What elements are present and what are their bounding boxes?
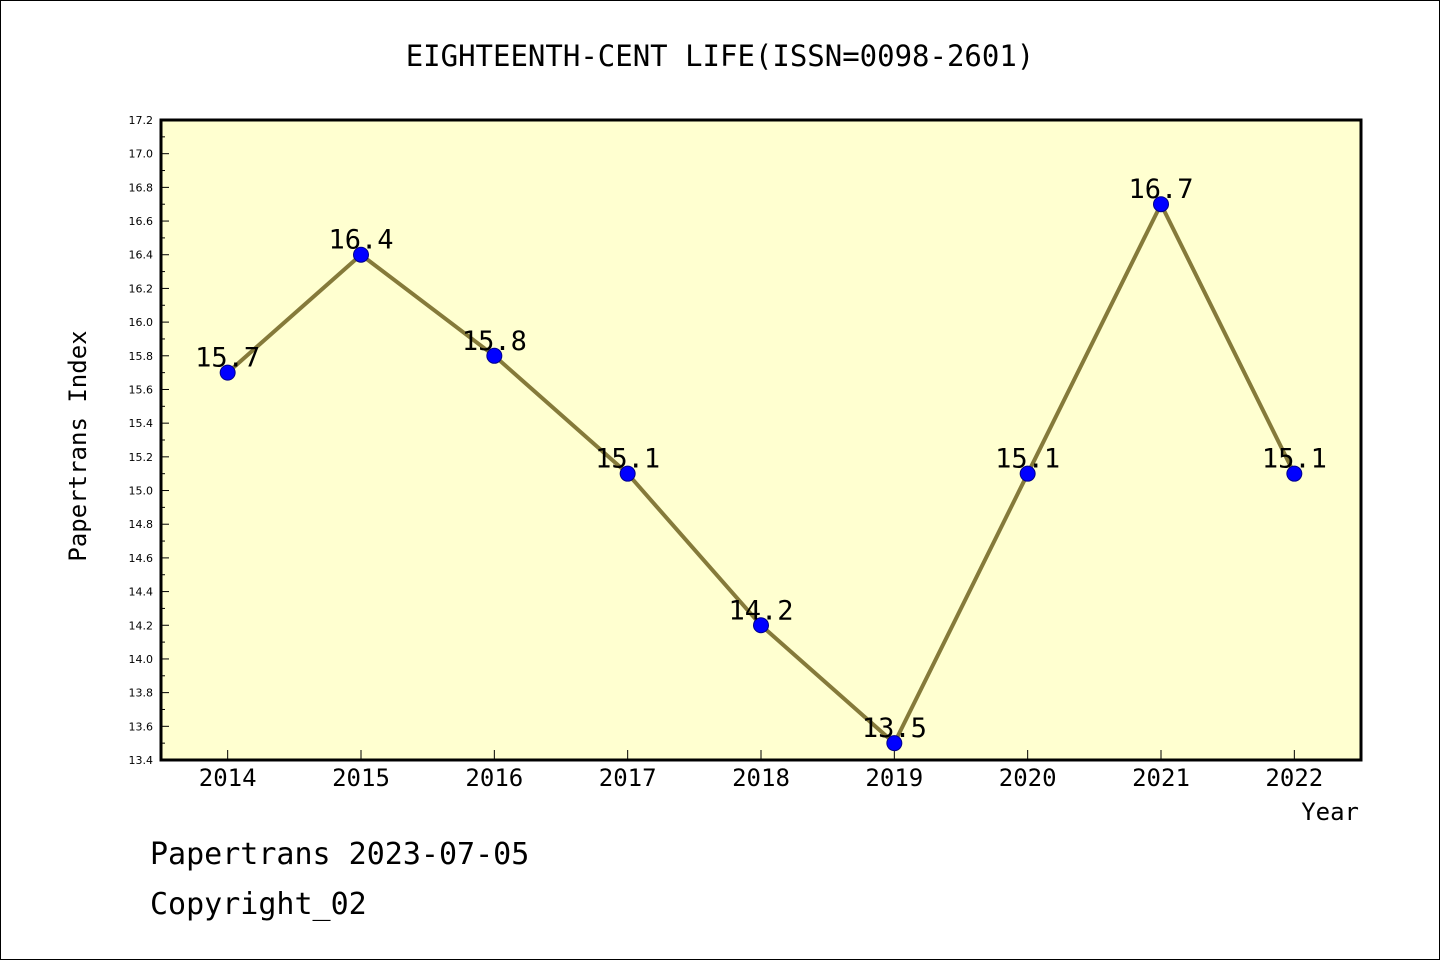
x-tick-label: 2016 [465, 764, 523, 792]
x-tick-label: 2018 [732, 764, 790, 792]
y-tick-label: 14.2 [129, 619, 154, 632]
data-label: 15.1 [1262, 444, 1327, 475]
x-tick-label: 2021 [1132, 764, 1190, 792]
data-point [753, 617, 769, 634]
y-tick-label: 16.4 [129, 249, 154, 262]
data-point [486, 347, 503, 364]
y-tick-label: 13.8 [129, 687, 154, 700]
y-tick-label: 17.2 [129, 114, 154, 127]
y-tick-label: 16.8 [129, 181, 154, 194]
data-labels: 15.7 16.4 15.8 15.1 14.2 13.5 15.1 16.7 15.1 [195, 174, 1327, 744]
y-tick-label: 15.6 [129, 383, 154, 396]
y-tick-label: 14.6 [129, 552, 154, 565]
x-axis: 2014 2015 2016 2017 2018 2019 2020 2021 2022 [199, 750, 1323, 792]
data-label: 15.7 [195, 343, 260, 374]
y-tick-label: 15.2 [129, 451, 154, 464]
y-tick-label: 14.0 [129, 653, 154, 666]
plot-border [159, 118, 1363, 762]
x-tick-label: 2019 [865, 764, 923, 792]
x-tick-label: 2017 [599, 764, 657, 792]
x-tick-label: 2015 [332, 764, 390, 792]
y-tick-label: 16.6 [129, 215, 154, 228]
data-label: 14.2 [728, 595, 793, 626]
y-tick-label: 16.2 [129, 282, 154, 295]
data-points [219, 196, 1303, 752]
data-label: 15.8 [462, 326, 527, 357]
y-tick-label: 13.4 [129, 754, 154, 767]
y-tick-label: 17.0 [129, 148, 154, 161]
data-point [886, 735, 903, 752]
data-label: 16.7 [1128, 174, 1193, 205]
footer-copyright: Copyright_02 [150, 887, 367, 922]
y-tick-label: 16.0 [129, 316, 154, 329]
plot-area [161, 120, 1361, 760]
data-point [219, 364, 236, 381]
y-axis-label: Papertrans Index [64, 330, 92, 561]
data-point [1153, 196, 1169, 213]
y-tick-label: 15.8 [129, 350, 154, 363]
chart-title: EIGHTEENTH-CENT LIFE(ISSN=0098-2601) [406, 39, 1035, 73]
data-point [353, 246, 369, 263]
data-label: 15.1 [995, 444, 1060, 475]
x-axis-label: Year [1301, 798, 1359, 826]
y-tick-label: 14.8 [129, 518, 154, 531]
x-tick-label: 2022 [1265, 764, 1323, 792]
data-label: 13.5 [862, 713, 927, 744]
data-label: 16.4 [328, 225, 393, 256]
y-tick-label: 15.4 [129, 417, 154, 430]
y-tick-label: 13.6 [129, 720, 154, 733]
y-tick-label: 14.4 [129, 586, 154, 599]
data-point [619, 465, 636, 482]
data-label: 15.1 [595, 444, 660, 475]
x-tick-label: 2020 [999, 764, 1057, 792]
footer-date: Papertrans 2023-07-05 [150, 837, 529, 872]
x-tick-label: 2014 [199, 764, 257, 792]
y-tick-label: 15.0 [129, 485, 154, 498]
data-point [1019, 465, 1036, 482]
data-point [1286, 465, 1303, 482]
